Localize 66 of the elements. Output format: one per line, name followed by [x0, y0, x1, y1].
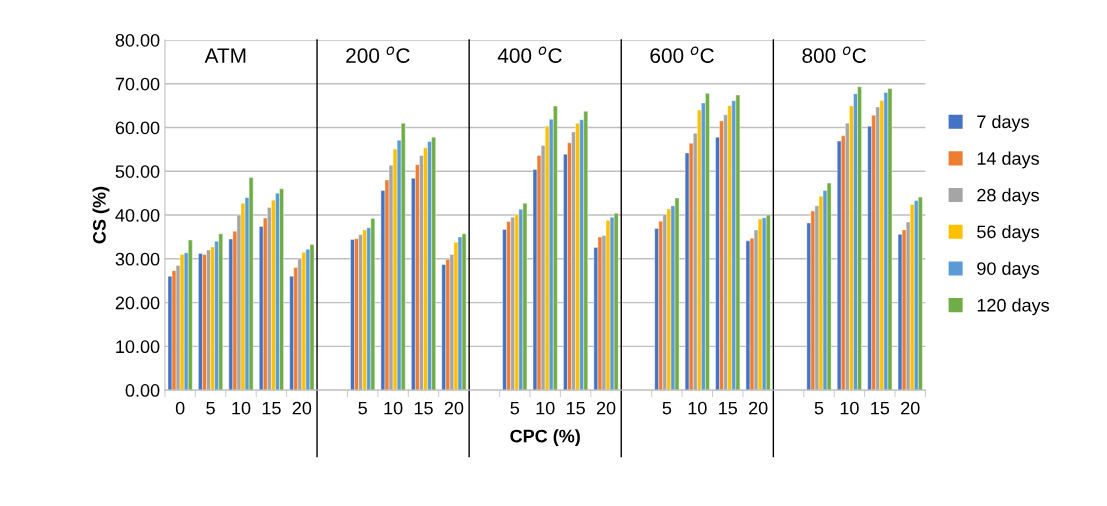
x-tick-label: 20: [749, 401, 768, 415]
bar: [553, 105, 558, 391]
x-tick-label: 10: [840, 401, 859, 415]
x-tick-label: 0: [175, 401, 185, 415]
bar: [887, 88, 893, 391]
bar: [188, 239, 193, 391]
bar: [857, 86, 862, 391]
legend-label: 7 days: [977, 114, 1029, 132]
x-tick-label: 15: [566, 401, 585, 415]
x-tick-label: 15: [414, 401, 433, 415]
x-tick-label: 10: [688, 401, 707, 415]
y-tick-label: 50.00: [115, 165, 160, 178]
legend-label: 90 days: [977, 261, 1039, 279]
legend-label: 14 days: [977, 151, 1039, 169]
y-tick-label: 10.00: [116, 340, 160, 354]
bar: [522, 203, 528, 391]
x-tick-label: 5: [358, 401, 367, 415]
x-tick-label: 5: [662, 401, 672, 415]
x-tick-label: 20: [901, 401, 920, 415]
x-tick-label: 5: [206, 401, 215, 415]
bar: [401, 122, 406, 391]
x-tick-label: 15: [262, 401, 281, 415]
y-axis-title: CS (%): [92, 186, 110, 244]
bar: [309, 244, 315, 391]
legend-label: 28 days: [977, 188, 1039, 206]
x-tick-label: 5: [510, 401, 520, 415]
x-tick-label: 20: [292, 401, 312, 415]
annotation: 800 $^{o}$C: [802, 46, 866, 63]
legend-label: 56 days: [977, 224, 1039, 242]
bar: [461, 233, 467, 391]
x-tick-label: 10: [232, 401, 251, 415]
x-axis-title: CPC (%): [510, 429, 580, 447]
bar: [918, 196, 923, 391]
annotation: 400 $^{o}$C: [497, 46, 562, 63]
bar: [370, 218, 376, 391]
bar: [431, 136, 436, 391]
x-tick-label: 5: [814, 401, 824, 415]
bar: [757, 218, 763, 391]
x-tick-label: 20: [444, 401, 464, 415]
bar: [218, 233, 223, 391]
y-tick-label: 0.00: [125, 384, 160, 397]
x-tick-label: 15: [719, 401, 738, 415]
bar: [248, 177, 254, 391]
bar: [674, 197, 680, 391]
annotation: ATM: [204, 48, 246, 63]
y-tick-label: 80.00: [115, 33, 160, 47]
legend-label: 120 days: [977, 298, 1050, 316]
bar: [826, 182, 832, 391]
x-tick-label: 15: [871, 401, 890, 415]
x-tick-label: 10: [536, 401, 555, 415]
x-tick-label: 20: [596, 401, 616, 415]
bar: [705, 93, 710, 391]
x-tick-label: 10: [384, 401, 403, 415]
bar: [583, 111, 588, 391]
bar: [766, 214, 771, 391]
annotation: 600 $^{o}$C: [650, 46, 714, 63]
bar: [609, 217, 615, 391]
bar: [279, 188, 284, 391]
y-tick-label: 70.00: [115, 77, 160, 91]
y-tick-label: 40.00: [115, 208, 160, 222]
bar: [735, 94, 741, 391]
y-tick-label: 60.00: [115, 121, 160, 135]
annotation: 200 $^{o}$C: [346, 46, 410, 63]
bar: [613, 213, 619, 391]
y-tick-label: 20.00: [115, 296, 160, 310]
y-tick-label: 30.00: [115, 252, 160, 266]
